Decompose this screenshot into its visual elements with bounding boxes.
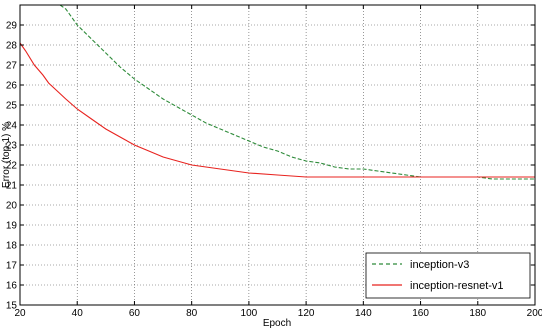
x-tick-label: 40 bbox=[72, 308, 84, 319]
x-tick-label: 120 bbox=[298, 308, 315, 319]
y-tick-label: 26 bbox=[6, 81, 18, 92]
y-tick-label: 20 bbox=[6, 201, 18, 212]
x-tick-label: 140 bbox=[355, 308, 372, 319]
series-line-inception-resnet-v1 bbox=[20, 42, 535, 178]
y-tick-label: 27 bbox=[6, 61, 18, 72]
x-axis-title: Epoch bbox=[263, 318, 291, 329]
y-tick-label: 15 bbox=[6, 301, 18, 312]
series-line-inception-v3 bbox=[59, 5, 535, 180]
x-tick-label: 100 bbox=[241, 308, 258, 319]
legend-label-inception-resnet-v1: inception-resnet-v1 bbox=[410, 280, 504, 292]
y-tick-label: 19 bbox=[6, 221, 18, 232]
y-tick-label: 22 bbox=[6, 161, 18, 172]
y-tick-label: 17 bbox=[6, 261, 18, 272]
y-tick-label: 18 bbox=[6, 241, 18, 252]
y-tick-label: 24 bbox=[6, 121, 18, 132]
axis-ticks: 20 40 60 80 100 120 140 160 180 200 15 16 17 18 19 20 21… bbox=[6, 5, 542, 319]
x-tick-label: 20 bbox=[14, 308, 26, 319]
plot-frame bbox=[19, 4, 536, 306]
x-tick-label: 180 bbox=[469, 308, 486, 319]
legend-box bbox=[365, 252, 531, 299]
x-tick-label: 200 bbox=[527, 308, 542, 319]
y-tick-label: 28 bbox=[6, 41, 18, 52]
x-tick-label: 160 bbox=[412, 308, 429, 319]
x-tick-label: 60 bbox=[129, 308, 141, 319]
legend-label-inception-v3: inception-v3 bbox=[410, 259, 469, 271]
y-tick-label: 16 bbox=[6, 281, 18, 292]
y-tick-label: 23 bbox=[6, 141, 18, 152]
y-tick-label: 29 bbox=[6, 21, 18, 32]
y-tick-label: 21 bbox=[6, 181, 18, 192]
x-tick-label: 80 bbox=[186, 308, 198, 319]
legend: inception-v3 inception-resnet-v1 bbox=[365, 252, 531, 299]
y-axis-title: Error (top-1) % bbox=[1, 122, 12, 188]
y-tick-label: 25 bbox=[6, 101, 18, 112]
series-lines bbox=[20, 5, 535, 180]
